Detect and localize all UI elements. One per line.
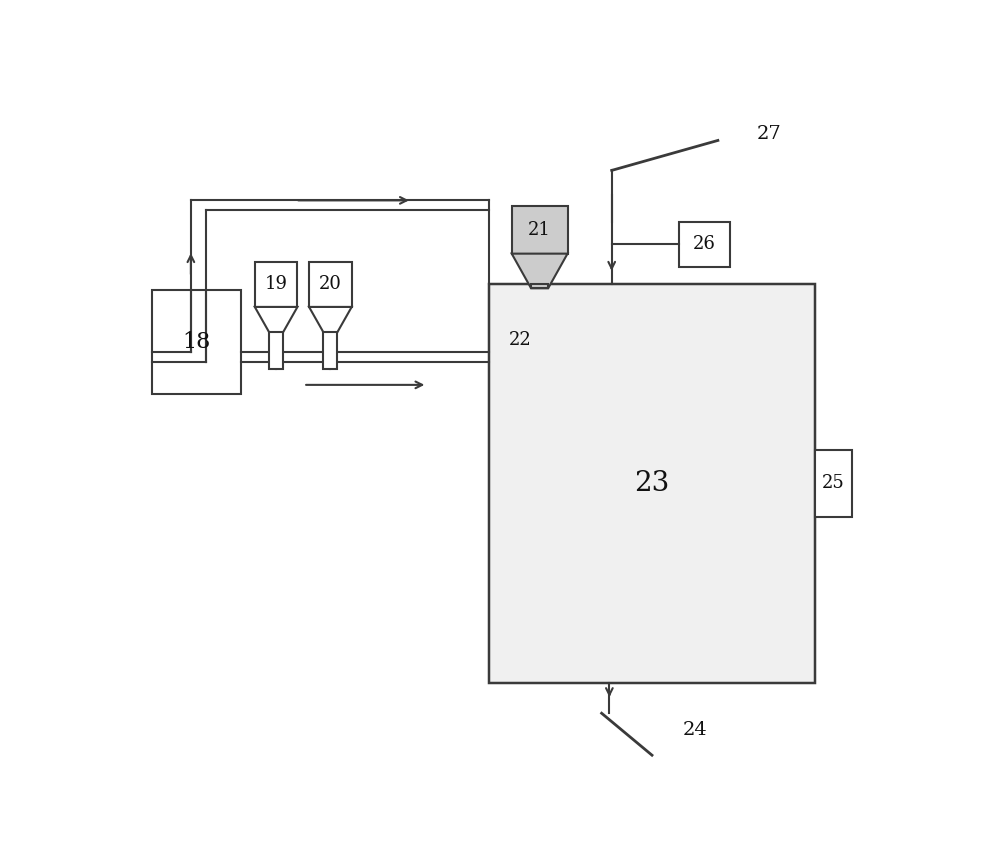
Text: 23: 23 xyxy=(634,470,670,497)
Bar xyxy=(255,261,297,307)
Polygon shape xyxy=(255,307,297,332)
Text: 27: 27 xyxy=(757,125,781,143)
Bar xyxy=(323,332,337,368)
Polygon shape xyxy=(512,253,568,288)
Polygon shape xyxy=(309,307,352,332)
Text: 18: 18 xyxy=(182,331,211,353)
Bar xyxy=(269,332,283,368)
Text: 24: 24 xyxy=(683,721,708,739)
Text: 22: 22 xyxy=(509,331,531,349)
Bar xyxy=(815,450,852,516)
Bar xyxy=(679,221,730,267)
Bar xyxy=(309,261,352,307)
Text: 19: 19 xyxy=(265,275,288,293)
Bar xyxy=(531,284,548,288)
Bar xyxy=(512,206,568,253)
Text: 26: 26 xyxy=(693,235,716,253)
Text: 20: 20 xyxy=(319,275,342,293)
Bar xyxy=(489,284,815,683)
Bar xyxy=(152,291,241,394)
Text: 25: 25 xyxy=(822,474,845,492)
Text: 21: 21 xyxy=(528,221,551,239)
